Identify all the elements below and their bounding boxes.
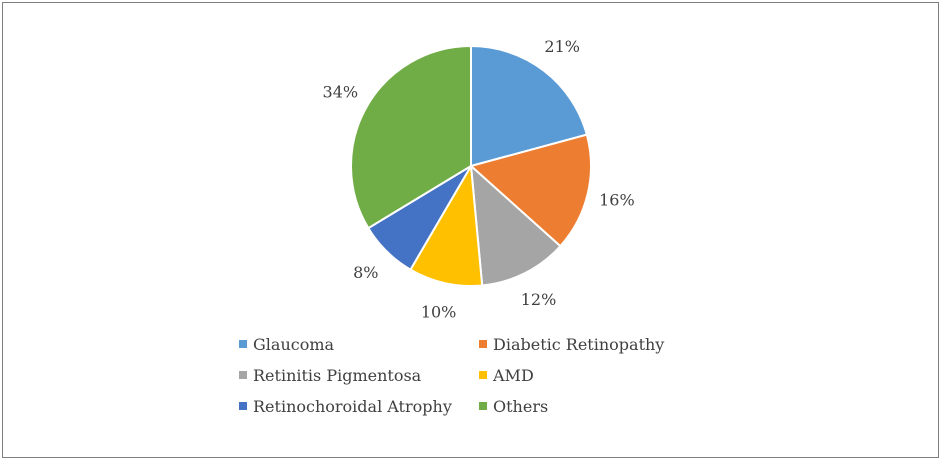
pie-slice-others [350, 44, 472, 230]
pie-slice-glaucoma [470, 44, 589, 168]
legend-label-others: Others [493, 396, 549, 416]
chart-legend: Glaucoma Diabetic Retinopathy Retinitis … [239, 333, 709, 417]
legend-label-glaucoma: Glaucoma [253, 334, 335, 354]
pie-data-labels: 21% 16% 12% 10% 8% 34% [323, 37, 635, 322]
data-label-others: 34% [323, 82, 359, 101]
legend-swatch-diabetic-retinopathy [479, 340, 487, 348]
legend-item-others: Others [479, 395, 709, 417]
legend-label-retinitis-pigmentosa: Retinitis Pigmentosa [253, 365, 422, 385]
legend-item-retinochoroidal-atrophy: Retinochoroidal Atrophy [239, 395, 479, 417]
pie-slice-diabetic-retinopathy [468, 133, 592, 248]
legend-item-retinitis-pigmentosa: Retinitis Pigmentosa [239, 364, 479, 386]
data-label-amd: 10% [421, 303, 457, 322]
legend-item-glaucoma: Glaucoma [239, 333, 479, 355]
legend-label-diabetic-retinopathy: Diabetic Retinopathy [493, 334, 665, 354]
data-label-retinochoroidal-atrophy: 8% [353, 263, 378, 282]
legend-swatch-others [479, 402, 487, 410]
pie-slices [350, 44, 592, 287]
legend-label-retinochoroidal-atrophy: Retinochoroidal Atrophy [253, 396, 452, 416]
data-label-glaucoma: 21% [544, 37, 580, 56]
legend-swatch-retinochoroidal-atrophy [239, 402, 247, 410]
pie-slice-retinitis-pigmentosa [469, 163, 562, 287]
legend-swatch-amd [479, 371, 487, 379]
data-label-retinitis-pigmentosa: 12% [521, 290, 557, 309]
legend-item-diabetic-retinopathy: Diabetic Retinopathy [479, 333, 709, 355]
pie-slice-amd [409, 162, 484, 287]
legend-item-amd: AMD [479, 364, 709, 386]
data-label-diabetic-retinopathy: 16% [599, 191, 635, 210]
legend-label-amd: AMD [493, 365, 534, 385]
legend-swatch-glaucoma [239, 340, 247, 348]
legend-swatch-retinitis-pigmentosa [239, 371, 247, 379]
